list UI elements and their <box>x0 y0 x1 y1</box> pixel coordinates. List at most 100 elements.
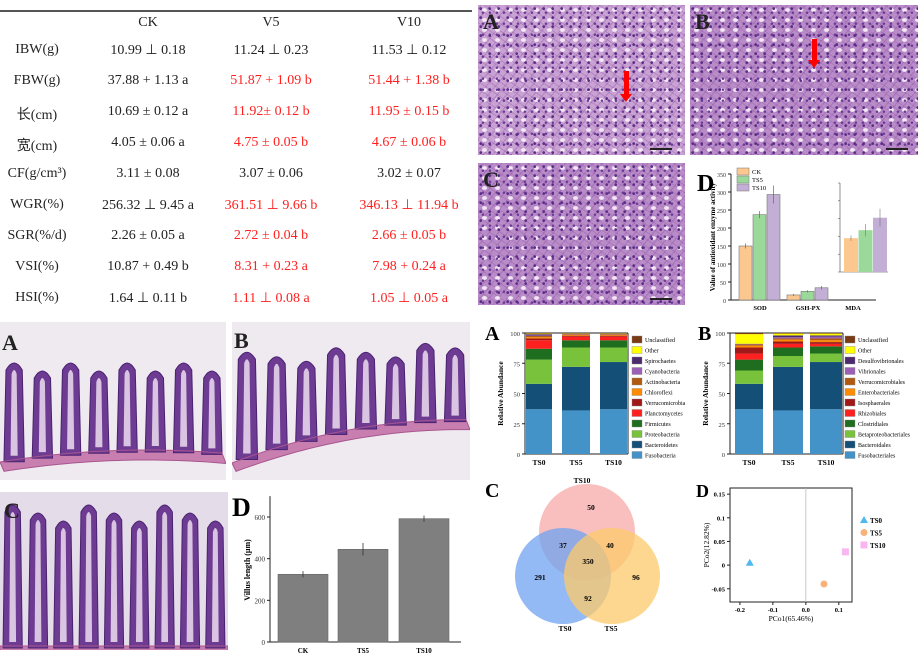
legend-label: Proteobacteria <box>645 433 680 439</box>
row-label: 宽(cm) <box>16 139 58 154</box>
panel-label: D <box>232 493 251 522</box>
segment-betaproteobacteriales <box>810 353 842 363</box>
legend-label: Chloroflexi <box>645 390 673 397</box>
legend-marker <box>860 529 868 536</box>
venn-set-label: TS5 <box>605 624 618 633</box>
segment-other <box>526 333 552 335</box>
row-label: HSI(%) <box>15 290 59 305</box>
liver-histology-image-b: B <box>690 5 918 155</box>
villus-core <box>161 512 169 642</box>
segment-betaproteobacteriales <box>773 355 803 367</box>
legend-label: Unclassified <box>858 337 888 344</box>
y-tick-label: 0.1 <box>717 515 725 522</box>
venn-diagram: C TS10 TS0 TS5 50 291 96 37 40 92 350 <box>485 476 660 633</box>
villus-core <box>186 520 194 642</box>
legend-label: Fusobacteria <box>645 454 676 460</box>
legend-label: Verrucomicrobiales <box>858 380 906 386</box>
y-axis-label: Value of antioxidant enzyme activity <box>709 182 717 291</box>
intestine-histology-image-b: B <box>232 322 470 480</box>
y-tick-label: 0 <box>722 563 725 570</box>
table-cell: 51.87 + 1.09 b <box>230 73 312 88</box>
segment-proteobacteria <box>562 347 590 367</box>
row-label: SGR(%/d) <box>7 228 67 243</box>
villus-core <box>211 528 219 642</box>
bar-ts10 <box>398 518 450 643</box>
inset-bar-ts10 <box>873 217 887 272</box>
legend-label: Other <box>858 349 872 355</box>
panel-label: B <box>698 323 711 345</box>
villus-core <box>34 520 42 642</box>
legend-label: Spirochaetes <box>645 359 676 365</box>
segment-verrucomicrobia <box>562 335 590 337</box>
x-tick-label: 0.0 <box>802 607 810 614</box>
villi-illustration <box>0 504 228 650</box>
legend-label: Clostridiales <box>858 422 889 428</box>
y-tick-label: 100 <box>717 263 726 269</box>
legend-swatch <box>844 430 856 438</box>
segment-fusobacteriales <box>773 410 803 454</box>
legend-label: Bacteroidetes <box>645 443 678 449</box>
legend-label: Other <box>645 349 659 355</box>
segment-fusobacteria <box>600 409 627 454</box>
red-arrow-icon <box>808 39 820 68</box>
muscle-outline <box>0 449 226 472</box>
segment-spirochaetes <box>526 334 552 336</box>
segment-bacteroidetes <box>562 366 590 411</box>
legend-swatch <box>631 356 643 365</box>
legend-label: TS0 <box>870 517 883 525</box>
segment-actinobacteria <box>526 336 552 338</box>
column-header: V10 <box>396 15 422 30</box>
legend-label: TS10 <box>870 542 886 550</box>
legend-label: TS5 <box>752 177 763 184</box>
y-tick-label: 50 <box>720 281 726 287</box>
segment-vibrionales <box>773 337 803 339</box>
segment-verrucomicrobiales <box>773 338 803 340</box>
venn-set-label: TS0 <box>559 624 572 633</box>
scale-bar <box>886 148 908 150</box>
y-tick-label: 0 <box>517 452 520 459</box>
x-tick-label: GSH-PX <box>796 305 821 312</box>
bar-ck <box>738 245 753 301</box>
table-cell: 1.11 ⊥ 0.08 a <box>232 291 310 306</box>
column-header: CK <box>138 15 158 30</box>
x-tick-label: -0.1 <box>768 607 778 614</box>
legend-marker <box>860 541 868 549</box>
y-tick-label: 200 <box>255 597 266 605</box>
y-tick-label: -0.05 <box>711 586 725 593</box>
y-tick-label: 50 <box>719 392 726 399</box>
x-tick-label: -0.2 <box>735 607 745 614</box>
panel-label: D <box>697 171 714 197</box>
table-cell: 1.64 ⊥ 0.11 b <box>108 291 188 306</box>
legend-label: Bacteroidales <box>858 443 891 449</box>
villus-core <box>38 378 46 453</box>
y-tick-label: 150 <box>717 245 726 251</box>
table-cell: 10.69 ± 0.12 a <box>107 104 189 119</box>
plot-frame <box>729 487 853 603</box>
segment-chloroflexi <box>600 334 627 336</box>
venn-region-count: 50 <box>587 503 595 512</box>
segment-unclassified <box>735 333 763 335</box>
panel-label: C <box>483 167 499 192</box>
x-tick-label: MDA <box>845 305 861 312</box>
table-cell: 37.88 + 1.13 a <box>107 73 189 88</box>
villus-core <box>272 363 281 444</box>
segment-fusobacteria <box>562 410 590 454</box>
venn-circle-ts5 <box>564 528 660 624</box>
segment-enterobacteriales <box>773 339 803 342</box>
panel-label: C <box>485 480 499 502</box>
segment-rhizobiales <box>735 353 763 360</box>
inset-bar-ts5 <box>858 230 873 272</box>
table-cell: 11.92± 0.12 b <box>232 104 310 119</box>
segment-planctomycetes <box>526 340 552 349</box>
segment-isosphaerales <box>810 342 842 344</box>
villus-core <box>135 528 143 642</box>
order-stacked-bar-chart: B 0 25 50 75 100 Relative Abundance TS0 TS5 TS10 F… <box>698 323 911 467</box>
segment-bacteroidetes <box>600 362 627 410</box>
legend-swatch <box>844 335 856 344</box>
legend-swatch <box>631 335 643 344</box>
segment-clostridiales <box>735 359 763 371</box>
segment-verrucomicrobiales <box>735 344 763 346</box>
y-axis-label: Villus length (μm) <box>243 539 252 601</box>
x-tick-label: TS5 <box>782 458 795 467</box>
